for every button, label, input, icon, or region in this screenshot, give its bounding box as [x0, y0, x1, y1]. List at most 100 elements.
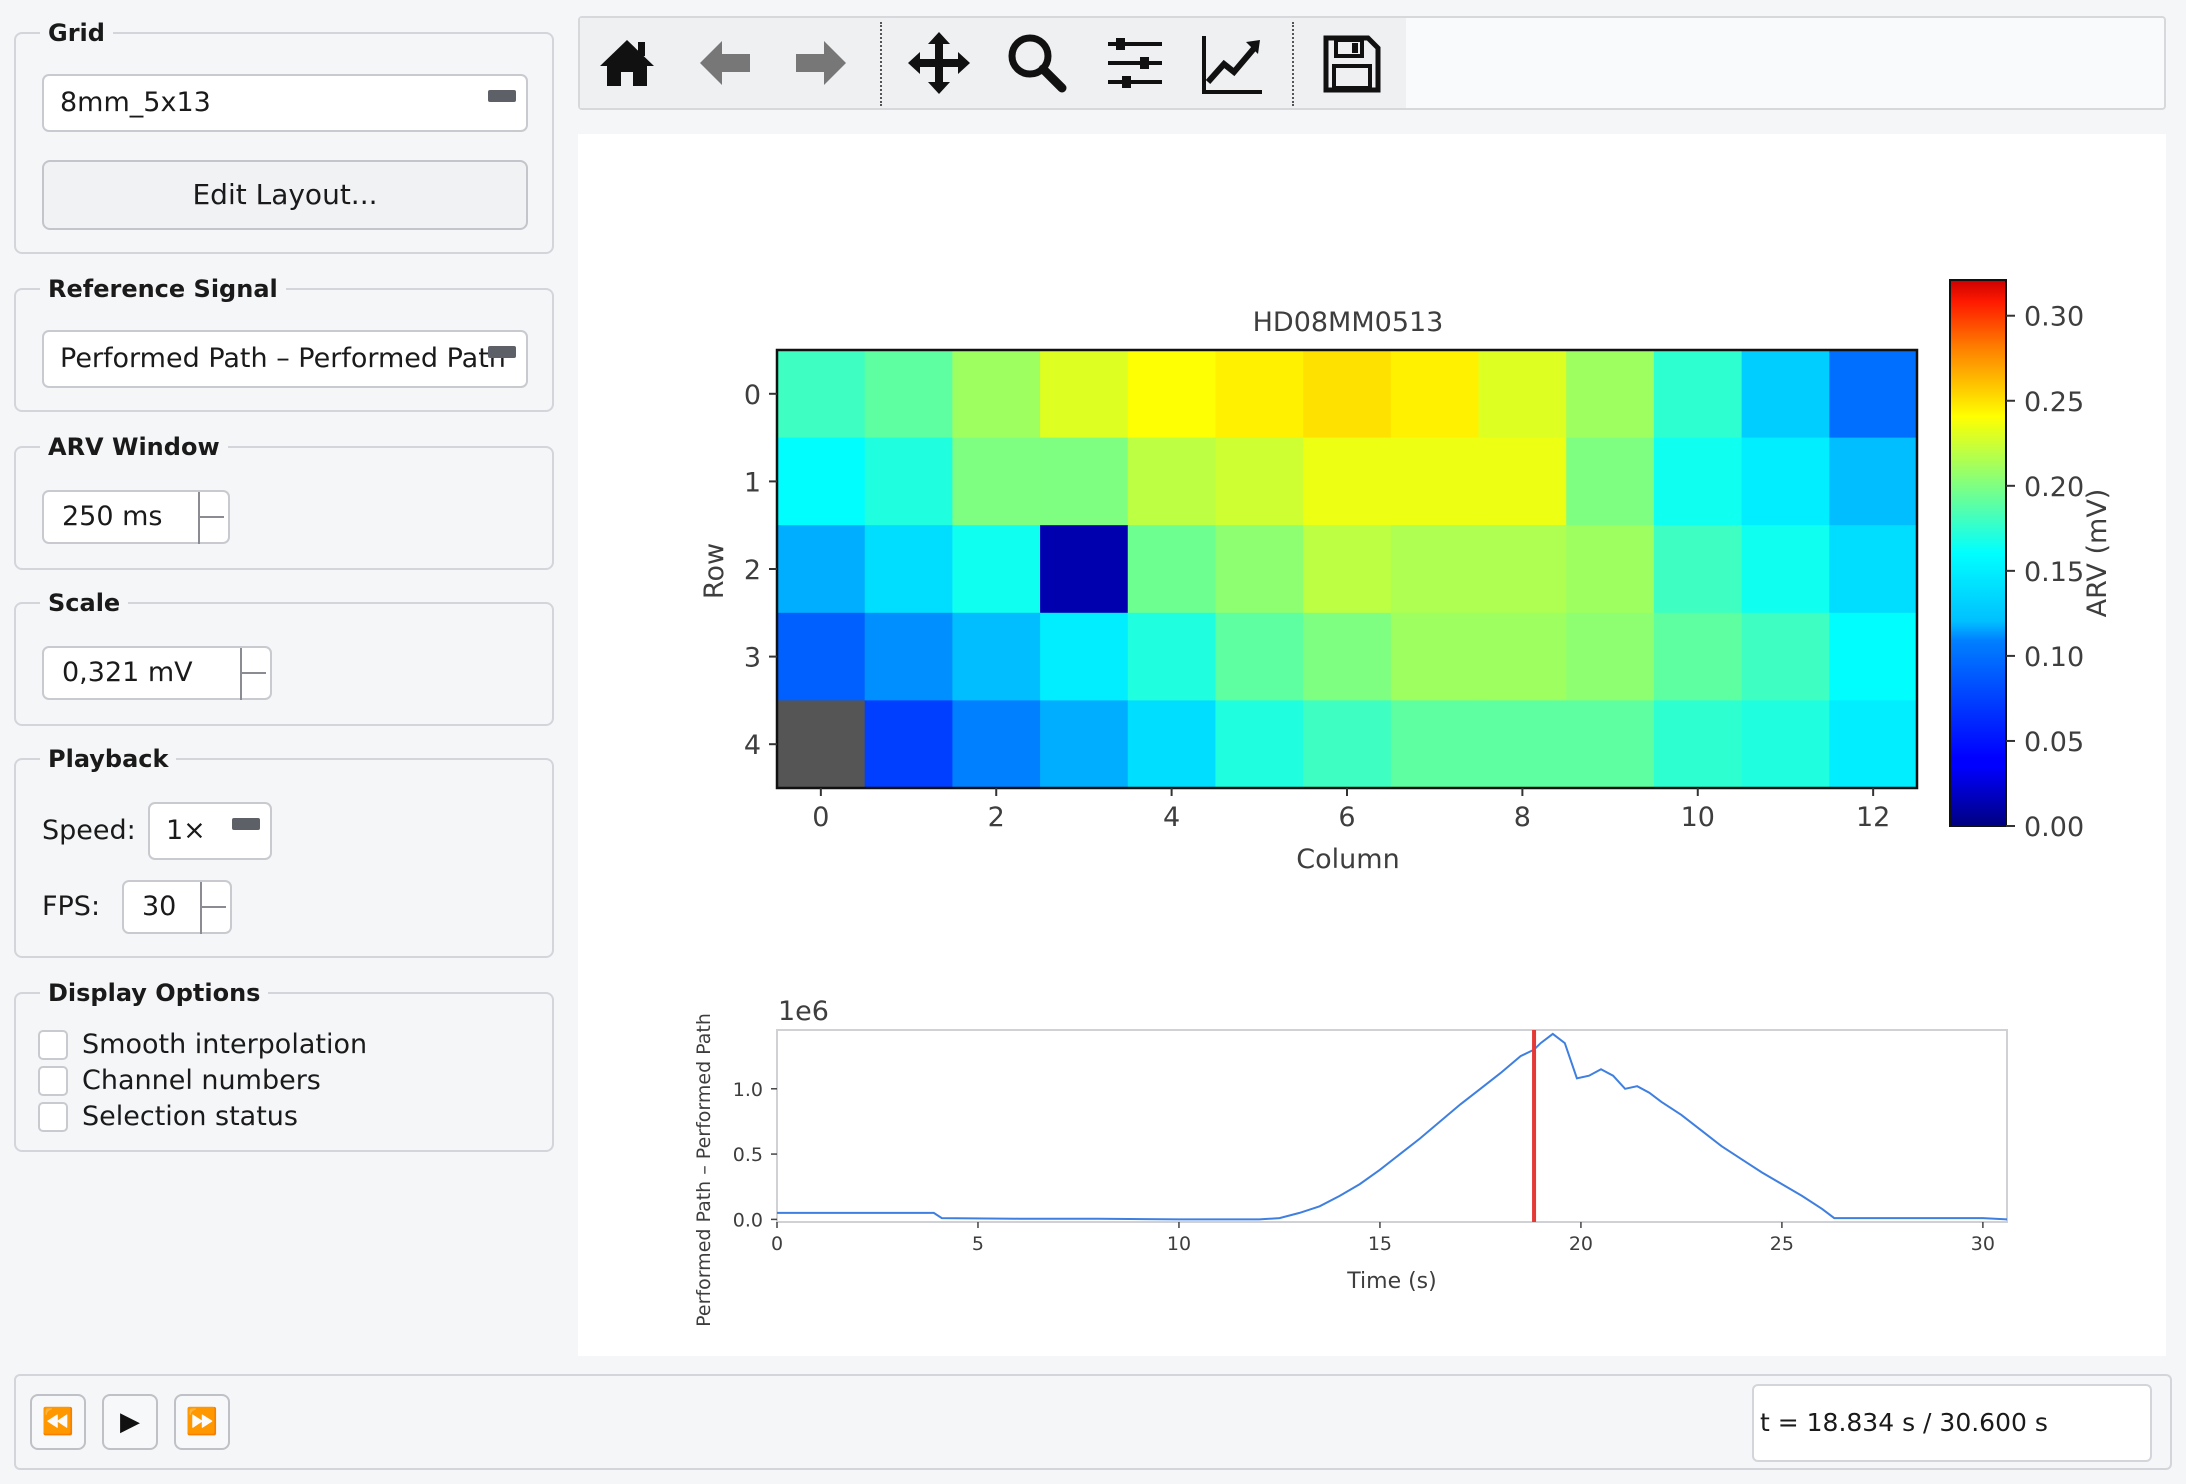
- grid-group: Grid 8mm_5x13 Edit Layout...: [14, 18, 554, 254]
- heatmap-cell-r4-c9: [1566, 700, 1655, 789]
- y-tick-label: 0.5: [733, 1144, 763, 1166]
- heatmap-cell-r3-c12: [1829, 612, 1918, 701]
- colorbar: [1949, 279, 2007, 827]
- scale-spinbox[interactable]: 0,321 mV: [42, 646, 272, 700]
- arv-window-spinbox[interactable]: 250 ms: [42, 490, 230, 544]
- spinbox-arrows-icon[interactable]: [200, 882, 230, 934]
- x-tick-label: 30: [1971, 1233, 1995, 1255]
- save-button[interactable]: [1318, 30, 1384, 96]
- y-tick-label: 2: [744, 555, 761, 586]
- heatmap-cells: [777, 350, 1918, 789]
- save-floppy-icon: [1323, 35, 1381, 93]
- scale-value: 0,321 mV: [62, 657, 193, 688]
- heatmap-cell-r0-c1: [864, 350, 953, 439]
- heatmap-cell-r0-c8: [1478, 350, 1567, 439]
- arv-window-value: 250 ms: [62, 501, 163, 532]
- heatmap-cell-r2-c2: [952, 525, 1041, 614]
- heatmap-cell-r2-c0: [777, 525, 866, 614]
- colorbar-tick-label: 0.20: [2024, 472, 2084, 503]
- x-tick-label: 2: [988, 802, 1005, 833]
- play-button[interactable]: ▶: [102, 1394, 158, 1450]
- scale-group-title: Scale: [40, 588, 129, 618]
- reference-signal-group: Reference Signal Performed Path – Perfor…: [14, 274, 554, 412]
- heatmap-cell-r0-c0: [777, 350, 866, 439]
- heatmap-cell-r3-c9: [1566, 612, 1655, 701]
- heatmap-cell-r2-c7: [1390, 525, 1480, 614]
- speed-select[interactable]: 1×: [148, 802, 272, 860]
- heatmap-cell-r3-c11: [1741, 612, 1830, 701]
- forward-button[interactable]: [788, 30, 854, 96]
- back-button[interactable]: [692, 30, 758, 96]
- heatmap-cell-r4-c1: [864, 700, 953, 789]
- heatmap-title: HD08MM0513: [1253, 307, 1444, 338]
- heatmap-cell-r4-c6: [1303, 700, 1392, 789]
- timeseries-x-axis-label: Time (s): [1346, 1269, 1436, 1294]
- toolbar-separator: [880, 22, 882, 106]
- left-control-panel: Grid 8mm_5x13 Edit Layout... Reference S…: [14, 0, 554, 1356]
- x-tick-label: 25: [1770, 1233, 1794, 1255]
- y-tick-label: 3: [744, 643, 761, 674]
- plot-navigation-toolbar: [578, 16, 2166, 110]
- reference-signal-select[interactable]: Performed Path – Performed Path: [42, 330, 528, 388]
- checkbox-icon[interactable]: [38, 1030, 68, 1060]
- colorbar-tick-label: 0.15: [2024, 557, 2084, 588]
- edit-layout-button[interactable]: Edit Layout...: [42, 160, 528, 230]
- colorbar-ticks: 0.00 0.05 0.10 0.15 0.20 0.25 0.30: [2006, 302, 2084, 843]
- spinbox-arrows-icon[interactable]: [198, 492, 228, 544]
- fps-spinbox[interactable]: 30: [122, 880, 232, 934]
- playback-control-bar: ⏪ ▶ ⏩ t = 18.834 s / 30.600 s: [14, 1374, 2172, 1470]
- arv-window-group-title: ARV Window: [40, 432, 228, 462]
- heatmap-cell-r1-c0: [777, 437, 866, 526]
- dropdown-arrow-icon: [232, 818, 260, 830]
- figure-canvas: HD08MM0513 0 2 4 6 8 10 12 0 1 2 3 4 Column Row 0.0: [578, 134, 2166, 1356]
- pan-button[interactable]: [906, 30, 972, 96]
- heatmap-cell-r2-c3: [1040, 525, 1129, 614]
- configure-subplots-icon: [1108, 38, 1162, 88]
- heatmap-cell-r2-c8: [1478, 525, 1567, 614]
- zoom-button[interactable]: [1004, 30, 1070, 96]
- heatmap-cell-r1-c2: [952, 437, 1041, 526]
- rewind-button[interactable]: ⏪: [30, 1394, 86, 1450]
- checkbox-label: Selection status: [82, 1101, 298, 1132]
- checkbox-label: Smooth interpolation: [82, 1029, 368, 1060]
- heatmap-cell-r1-c11: [1741, 437, 1830, 526]
- x-tick-label: 12: [1856, 802, 1890, 833]
- play-icon: ▶: [120, 1407, 140, 1437]
- heatmap-cell-r3-c6: [1303, 612, 1392, 701]
- x-tick-label: 0: [771, 1233, 783, 1255]
- heatmap-cell-r0-c3: [1040, 350, 1129, 439]
- back-arrow-icon: [700, 41, 750, 85]
- spinbox-arrows-icon[interactable]: [240, 648, 270, 700]
- home-button[interactable]: [594, 30, 660, 96]
- checkbox-icon[interactable]: [38, 1102, 68, 1132]
- heatmap-cell-r0-c9: [1566, 350, 1655, 439]
- heatmap-cell-r2-c4: [1127, 525, 1217, 614]
- heatmap-cell-r4-c12: [1829, 700, 1918, 789]
- grid-layout-value: 8mm_5x13: [60, 87, 211, 118]
- y-tick-label: 0.0: [733, 1209, 763, 1231]
- fast-forward-button[interactable]: ⏩: [174, 1394, 230, 1450]
- dropdown-arrow-icon: [488, 346, 516, 358]
- pan-move-icon: [908, 32, 970, 94]
- grid-group-title: Grid: [40, 18, 113, 48]
- heatmap-cell-r4-c0: [777, 700, 866, 789]
- heatmap-cell-r3-c1: [864, 612, 953, 701]
- edit-axis-button[interactable]: [1200, 30, 1266, 96]
- x-tick-label: 10: [1167, 1233, 1191, 1255]
- heatmap-cell-r2-c9: [1566, 525, 1655, 614]
- heatmap-cell-r0-c2: [952, 350, 1041, 439]
- heatmap-cell-r2-c6: [1303, 525, 1392, 614]
- heatmap-cell-r1-c12: [1829, 437, 1918, 526]
- timeseries-ticks: 0 5 10 15 20 25 30 0.0 0.5 1.0: [733, 1079, 1995, 1255]
- heatmap-cell-r4-c7: [1390, 700, 1480, 789]
- display-options-group: Display Options Smooth interpolation Cha…: [14, 978, 554, 1152]
- heatmap-cell-r1-c3: [1040, 437, 1129, 526]
- configure-subplots-button[interactable]: [1102, 30, 1168, 96]
- y-tick-label: 1: [744, 467, 761, 498]
- checkbox-icon[interactable]: [38, 1066, 68, 1096]
- x-tick-label: 20: [1569, 1233, 1593, 1255]
- colorbar-tick-label: 0.30: [2024, 302, 2084, 333]
- grid-layout-select[interactable]: 8mm_5x13: [42, 74, 528, 132]
- timeseries-line: [777, 1032, 2008, 1221]
